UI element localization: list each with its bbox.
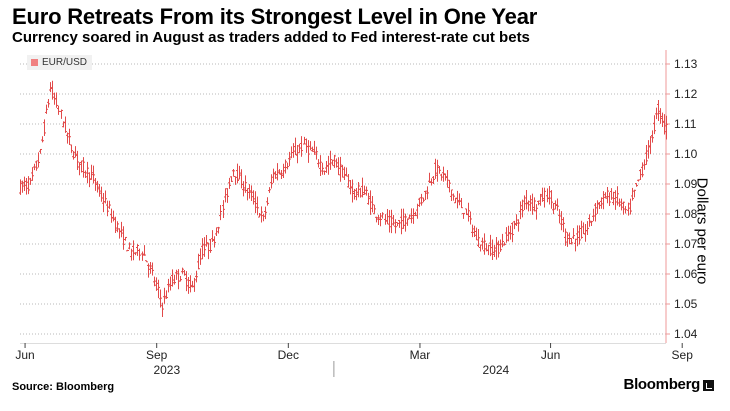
y-tick-label: 1.13 <box>674 57 698 71</box>
x-tick-label: Dec <box>278 348 299 362</box>
y-tick-label: 1.09 <box>674 177 698 191</box>
y-tick-label: 1.06 <box>674 267 698 281</box>
terminal-icon <box>703 380 714 391</box>
brand-label: Bloomberg <box>623 376 701 393</box>
y-tick-label: 1.04 <box>674 327 698 341</box>
legend-swatch <box>31 59 38 66</box>
y-axis-label-box: Dollars per euro <box>692 141 712 321</box>
y-axis-label: Dollars per euro <box>693 177 711 285</box>
x-tick-label: Mar <box>410 348 431 362</box>
year-label: 2024 <box>483 363 510 377</box>
x-tick-label: Sep <box>146 348 168 362</box>
x-tick-label: Jun <box>541 348 560 362</box>
source-note: Source: Bloomberg <box>12 381 115 393</box>
x-tick-label: Sep <box>672 348 694 362</box>
x-tick-label: Jun <box>15 348 34 362</box>
year-label: 2023 <box>153 363 180 377</box>
y-tick-label: 1.05 <box>674 297 698 311</box>
chart-subtitle: Currency soared in August as traders add… <box>12 29 530 46</box>
y-tick-label: 1.11 <box>674 117 697 131</box>
y-tick-label: 1.07 <box>674 237 698 251</box>
bloomberg-logo: Bloomberg <box>624 376 714 393</box>
legend-label: EUR/USD <box>42 57 88 68</box>
y-tick-label: 1.08 <box>674 207 698 221</box>
y-tick-label: 1.12 <box>674 87 698 101</box>
legend: EUR/USD <box>27 55 93 70</box>
y-tick-label: 1.10 <box>674 147 698 161</box>
chart-title: Euro Retreats From its Strongest Level i… <box>12 4 538 29</box>
